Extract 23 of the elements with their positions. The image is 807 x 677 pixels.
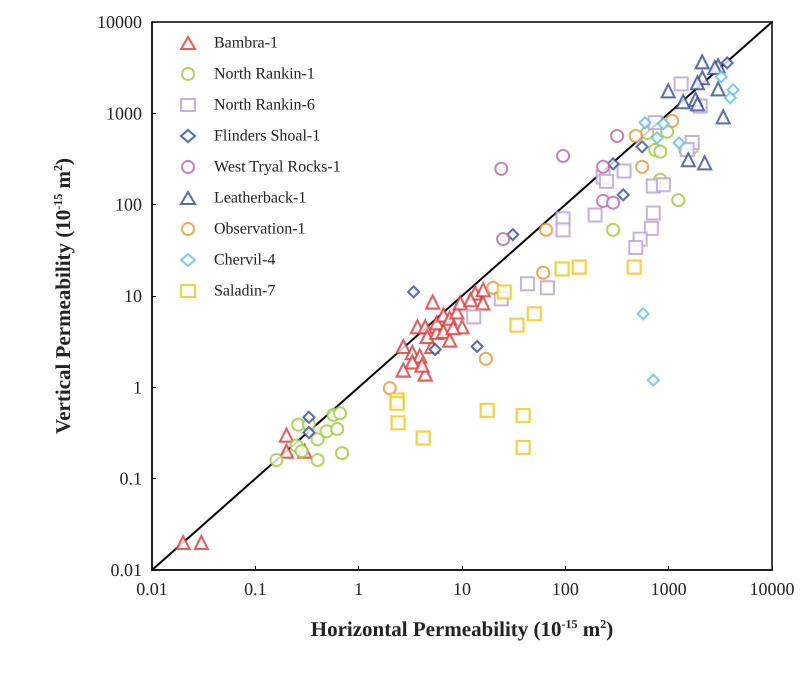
legend-label: Leatherback-1	[214, 190, 306, 206]
x-tick-label: 1	[354, 579, 364, 599]
y-tick-label: 10	[124, 286, 142, 306]
x-tick-label: 0.1	[244, 579, 267, 599]
y-tick-label: 1	[133, 377, 142, 398]
y-tick-label: 1000	[106, 103, 142, 124]
x-tick-label: 1000	[650, 579, 687, 599]
x-tick-label: 10	[453, 579, 471, 599]
y-tick-label: 10000	[97, 12, 142, 32]
legend-label: Bambra-1	[214, 34, 278, 52]
y-axis-title: Vertical Permeability (10-15 m2)	[51, 158, 75, 434]
legend-label: North Rankin-6	[214, 96, 315, 114]
legend-label: Flinders Shoal-1	[214, 128, 320, 144]
y-tick-label: 100	[115, 194, 142, 215]
y-tick-label: 0.1	[120, 468, 142, 489]
x-tick-label: 100	[552, 579, 579, 599]
legend-label: Observation-1	[214, 220, 306, 238]
x-tick-label: 10000	[750, 579, 794, 599]
legend-label: North Rankin-1	[214, 66, 315, 82]
legend-label: West Tryal Rocks-1	[214, 158, 341, 176]
legend-label: Saladin-7	[214, 282, 276, 300]
legend-label: Chervil-4	[214, 252, 276, 268]
y-tick-label: 0.01	[110, 560, 142, 580]
